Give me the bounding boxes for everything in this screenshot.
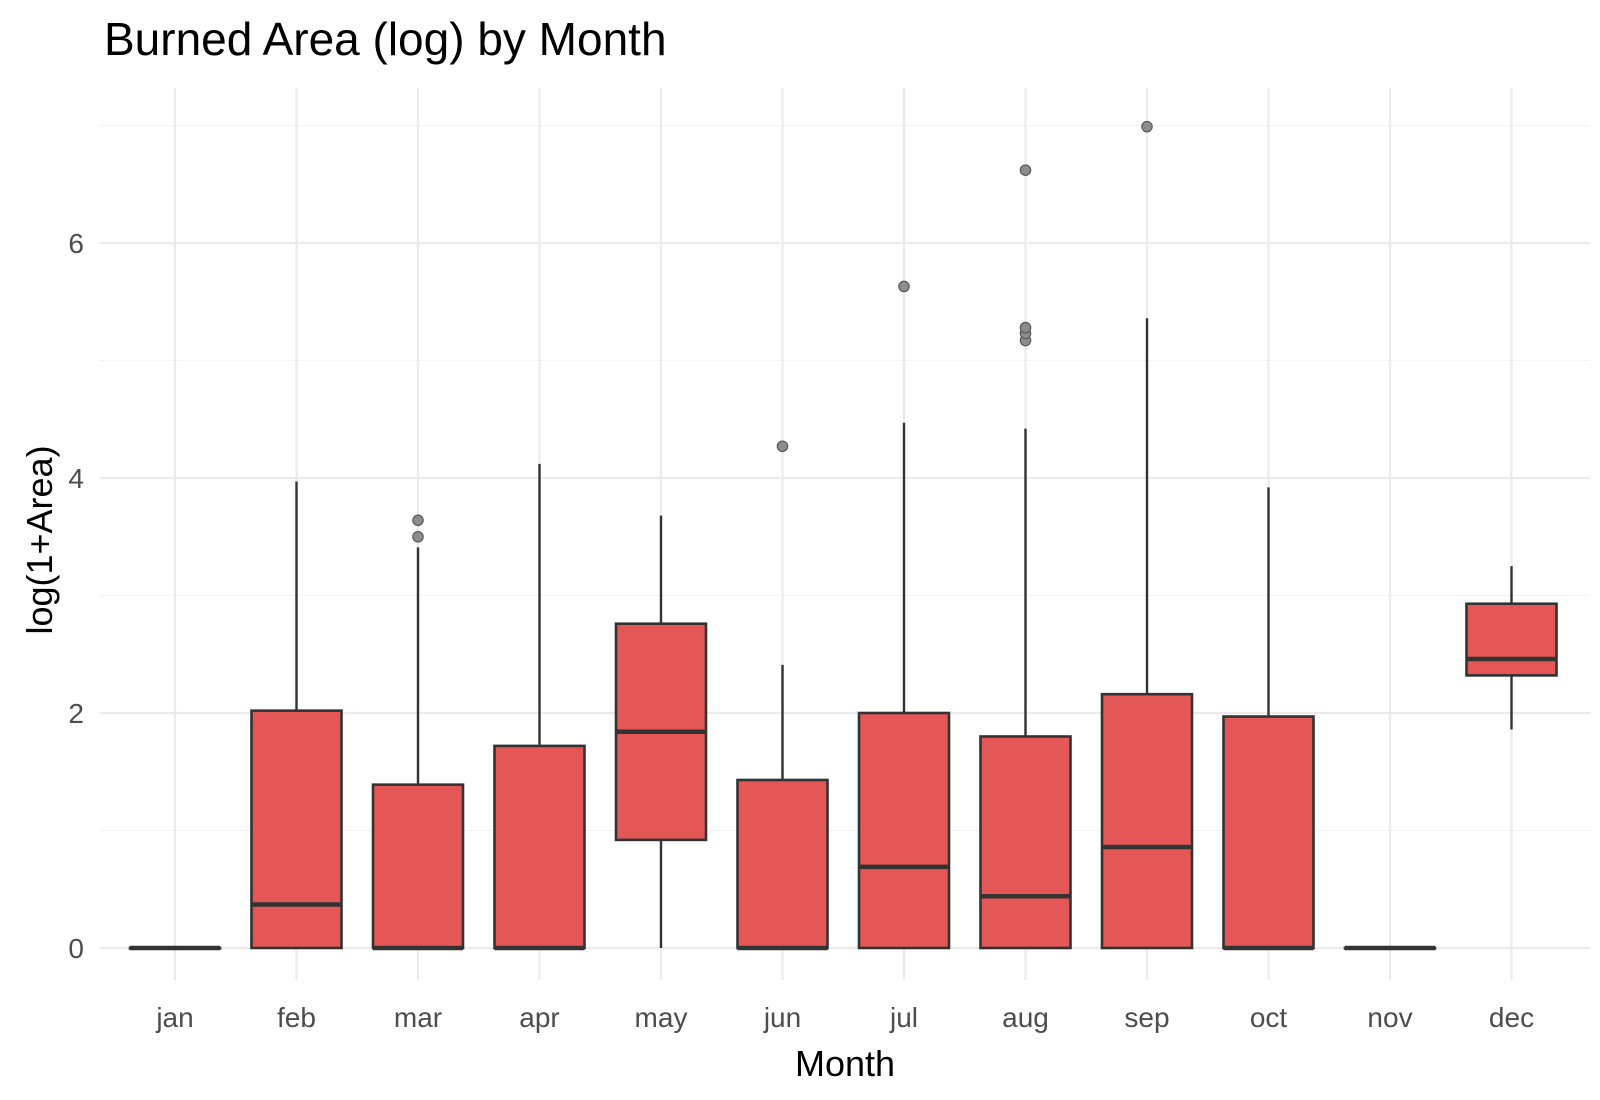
x-axis-ticks: jan feb mar apr may jun jul aug sep oct nov dec bbox=[155, 1002, 1534, 1033]
box-mar bbox=[371, 514, 465, 951]
x-tick-label: oct bbox=[1250, 1002, 1288, 1033]
box-jul bbox=[857, 280, 951, 950]
x-tick-label: sep bbox=[1124, 1002, 1169, 1033]
box-iqr bbox=[1465, 602, 1558, 677]
box-iqr bbox=[250, 709, 343, 950]
y-tick-label: 0 bbox=[68, 933, 84, 964]
box-oct bbox=[1222, 487, 1315, 951]
box-feb bbox=[250, 481, 343, 950]
box-aug bbox=[979, 164, 1072, 950]
outlier-point bbox=[1019, 164, 1032, 176]
x-tick-label: jun bbox=[763, 1002, 801, 1033]
outlier-point bbox=[776, 440, 789, 453]
y-tick-label: 4 bbox=[68, 463, 84, 494]
box-iqr bbox=[371, 783, 465, 950]
y-axis-ticks: 0 2 4 6 bbox=[68, 228, 84, 964]
outlier-point bbox=[412, 530, 424, 543]
y-tick-label: 2 bbox=[68, 698, 84, 729]
x-axis-title: Month bbox=[795, 1043, 895, 1084]
box-jun bbox=[736, 440, 829, 951]
y-tick-label: 6 bbox=[68, 228, 84, 259]
box-iqr bbox=[979, 735, 1072, 950]
y-axis-title: log(1+Area) bbox=[19, 445, 60, 634]
x-tick-label: mar bbox=[394, 1002, 442, 1033]
box-jan bbox=[128, 945, 222, 951]
outlier-point bbox=[898, 280, 910, 293]
outlier-point bbox=[1019, 321, 1032, 334]
x-tick-label: aug bbox=[1002, 1002, 1049, 1033]
x-tick-label: may bbox=[635, 1002, 688, 1033]
x-tick-label: feb bbox=[277, 1002, 316, 1033]
box-iqr bbox=[493, 744, 586, 950]
box-iqr bbox=[1222, 715, 1315, 950]
box-nov bbox=[1343, 945, 1437, 951]
x-tick-label: apr bbox=[519, 1002, 559, 1033]
box-iqr bbox=[736, 778, 829, 950]
box-sep bbox=[1100, 120, 1194, 950]
box-series bbox=[128, 120, 1558, 951]
box-dec bbox=[1465, 566, 1558, 730]
outlier-point bbox=[412, 514, 424, 527]
box-apr bbox=[493, 463, 586, 951]
box-iqr bbox=[1100, 692, 1194, 950]
x-tick-label: nov bbox=[1367, 1002, 1412, 1033]
x-tick-label: dec bbox=[1489, 1002, 1534, 1033]
chart-title: Burned Area (log) by Month bbox=[104, 13, 667, 65]
x-tick-label: jan bbox=[155, 1002, 193, 1033]
x-tick-label: jul bbox=[889, 1002, 918, 1033]
box-iqr bbox=[857, 711, 951, 950]
outlier-point bbox=[1141, 120, 1153, 133]
box-may bbox=[614, 515, 708, 948]
